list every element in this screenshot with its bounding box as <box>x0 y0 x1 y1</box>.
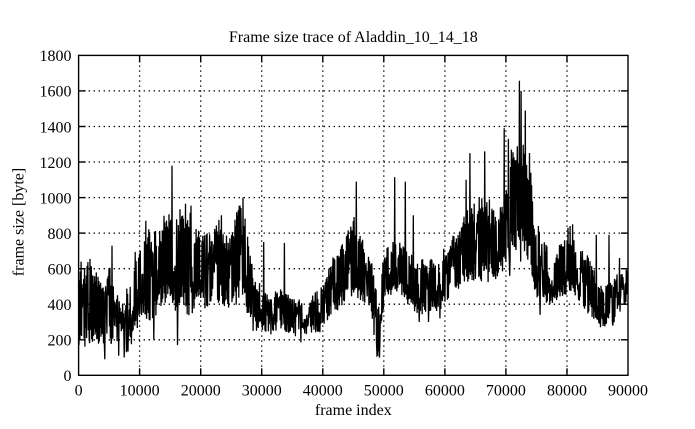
svg-text:200: 200 <box>48 333 72 350</box>
svg-text:1800: 1800 <box>40 48 72 65</box>
svg-text:40000: 40000 <box>303 382 343 399</box>
svg-text:0: 0 <box>75 382 83 399</box>
svg-text:800: 800 <box>48 226 72 243</box>
svg-text:80000: 80000 <box>547 382 587 399</box>
svg-text:20000: 20000 <box>181 382 221 399</box>
svg-text:frame size [byte]: frame size [byte] <box>11 168 28 276</box>
svg-text:400: 400 <box>48 297 72 314</box>
svg-text:90000: 90000 <box>608 382 648 399</box>
svg-text:60000: 60000 <box>425 382 465 399</box>
svg-text:600: 600 <box>48 262 72 279</box>
svg-text:1200: 1200 <box>40 155 72 172</box>
svg-text:Frame size trace of Aladdin_10: Frame size trace of Aladdin_10_14_18 <box>229 29 478 46</box>
svg-text:frame index: frame index <box>315 402 392 419</box>
svg-text:1000: 1000 <box>40 190 72 207</box>
svg-text:10000: 10000 <box>120 382 160 399</box>
svg-text:70000: 70000 <box>486 382 526 399</box>
svg-text:50000: 50000 <box>364 382 404 399</box>
svg-text:30000: 30000 <box>242 382 282 399</box>
svg-text:0: 0 <box>64 368 72 385</box>
svg-text:1400: 1400 <box>40 119 72 136</box>
svg-text:1600: 1600 <box>40 84 72 101</box>
